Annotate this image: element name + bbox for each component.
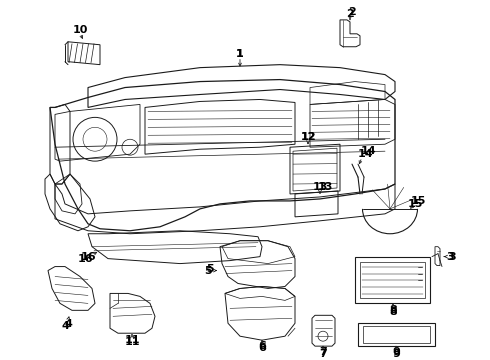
Text: 11: 11: [124, 337, 140, 347]
Text: 3: 3: [446, 252, 454, 262]
Text: 9: 9: [392, 347, 400, 357]
Text: 1: 1: [236, 49, 244, 59]
Text: 4: 4: [61, 321, 69, 331]
Text: 7: 7: [319, 347, 327, 357]
Text: 9: 9: [392, 349, 400, 359]
Text: 16: 16: [77, 253, 93, 264]
Text: 6: 6: [258, 341, 266, 351]
Text: 5: 5: [204, 266, 212, 275]
Text: 13: 13: [312, 182, 328, 192]
Text: 8: 8: [389, 307, 397, 317]
Text: 14: 14: [360, 146, 376, 156]
Text: 6: 6: [258, 343, 266, 353]
Text: 11: 11: [124, 335, 140, 345]
Text: 14: 14: [357, 149, 373, 159]
Text: 12: 12: [300, 132, 316, 142]
Text: 4: 4: [64, 319, 72, 329]
Text: 7: 7: [319, 349, 327, 359]
Text: 5: 5: [206, 264, 214, 274]
Text: 13: 13: [318, 182, 333, 192]
Text: 3: 3: [448, 252, 456, 262]
Text: 2: 2: [346, 9, 354, 19]
Text: 15: 15: [407, 199, 423, 209]
Text: 8: 8: [389, 305, 397, 315]
Text: 15: 15: [410, 196, 426, 206]
Text: 16: 16: [80, 252, 96, 262]
Text: 1: 1: [236, 49, 244, 59]
Text: 12: 12: [300, 132, 316, 142]
Text: 10: 10: [73, 25, 88, 35]
Text: 2: 2: [348, 7, 356, 17]
